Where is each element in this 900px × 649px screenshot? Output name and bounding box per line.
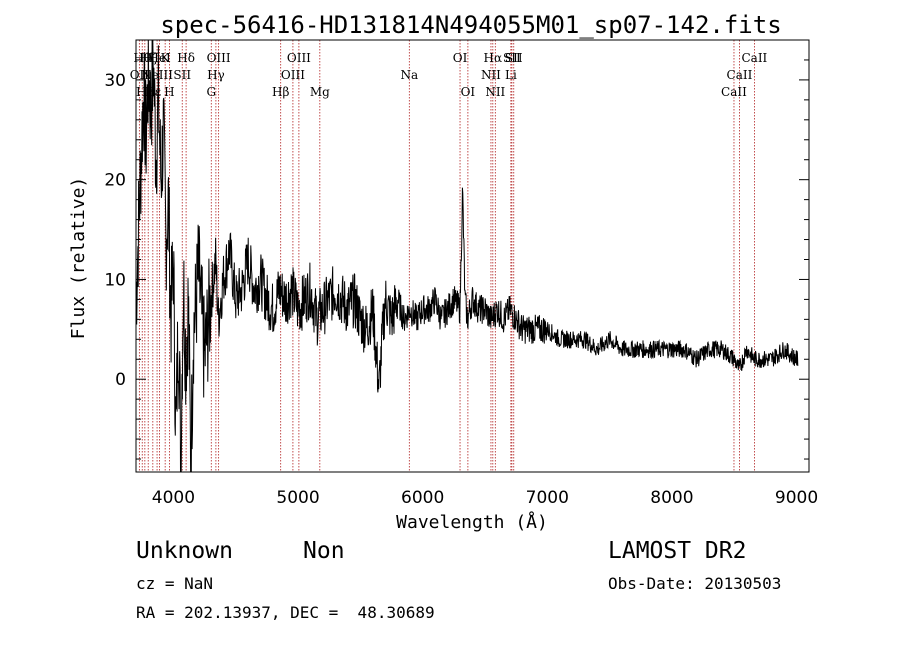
line-marker-label: CaII — [741, 51, 767, 65]
line-marker-label: OI — [453, 51, 468, 65]
line-marker-label: NII — [485, 85, 505, 99]
line-marker-label: Hθ — [133, 51, 151, 65]
x-tick-label: 5000 — [276, 488, 319, 508]
spectrum-line — [135, 39, 799, 473]
line-marker-label: OIII — [287, 51, 311, 65]
y-tick-label: 10 — [104, 270, 126, 290]
object-subclass: Non — [303, 538, 345, 564]
line-marker-label: OIII — [281, 68, 305, 82]
y-axis-ticks: 0 10 20 30 — [104, 39, 809, 460]
line-marker-label: SII — [503, 51, 521, 65]
object-class: Unknown — [136, 538, 233, 564]
line-marker-label: CaII — [727, 68, 753, 82]
y-tick-label: 20 — [104, 171, 126, 191]
line-marker-label: CaII — [721, 85, 747, 99]
chart-title: spec-56416-HD131814N494055M01_sp07-142.f… — [160, 11, 781, 39]
line-marker-label: Hβ — [272, 85, 289, 99]
line-marker-label: K — [161, 51, 171, 65]
line-marker-label: OI — [461, 85, 476, 99]
x-tick-label: 9000 — [775, 488, 818, 508]
line-marker-label: OIII — [207, 51, 231, 65]
y-tick-label: 30 — [104, 71, 126, 91]
x-tick-label: 4000 — [152, 488, 195, 508]
line-marker-label: Na — [400, 68, 418, 82]
line-marker-label: G — [206, 85, 216, 99]
x-tick-label: 7000 — [526, 488, 569, 508]
line-marker-label: HeI — [148, 51, 171, 65]
line-marker-label: Mg — [310, 85, 330, 99]
line-marker-label: Li — [505, 68, 517, 82]
line-marker-label: Hα — [484, 51, 503, 65]
y-tick-label: 0 — [115, 370, 126, 390]
coordinates: RA = 202.13937, DEC = 48.30689 — [136, 603, 435, 622]
survey-name: LAMOST DR2 — [608, 538, 747, 564]
spectral-line-labels: OIIHθHηHζHεNeIIIHeIKHSIIHδGHγOIIIHβOIIIO… — [130, 51, 768, 99]
plot-frame — [135, 39, 810, 473]
y-axis-label: Flux (relative) — [68, 177, 89, 340]
line-marker-label: SII — [505, 51, 523, 65]
observation-date: Obs-Date: 20130503 — [608, 574, 782, 593]
redshift-value: cz = NaN — [136, 574, 214, 593]
line-marker-label: Hδ — [177, 51, 195, 65]
line-marker-label: SII — [173, 68, 191, 82]
line-marker-label: NII — [481, 68, 501, 82]
x-tick-label: 6000 — [401, 488, 444, 508]
x-axis-ticks: 4000 5000 6000 7000 8000 9000 — [152, 488, 818, 508]
line-marker-label: H — [164, 85, 174, 99]
line-marker-label: Hγ — [207, 68, 225, 82]
x-axis-label: Wavelength (Å) — [396, 511, 548, 533]
x-tick-label: 8000 — [650, 488, 693, 508]
